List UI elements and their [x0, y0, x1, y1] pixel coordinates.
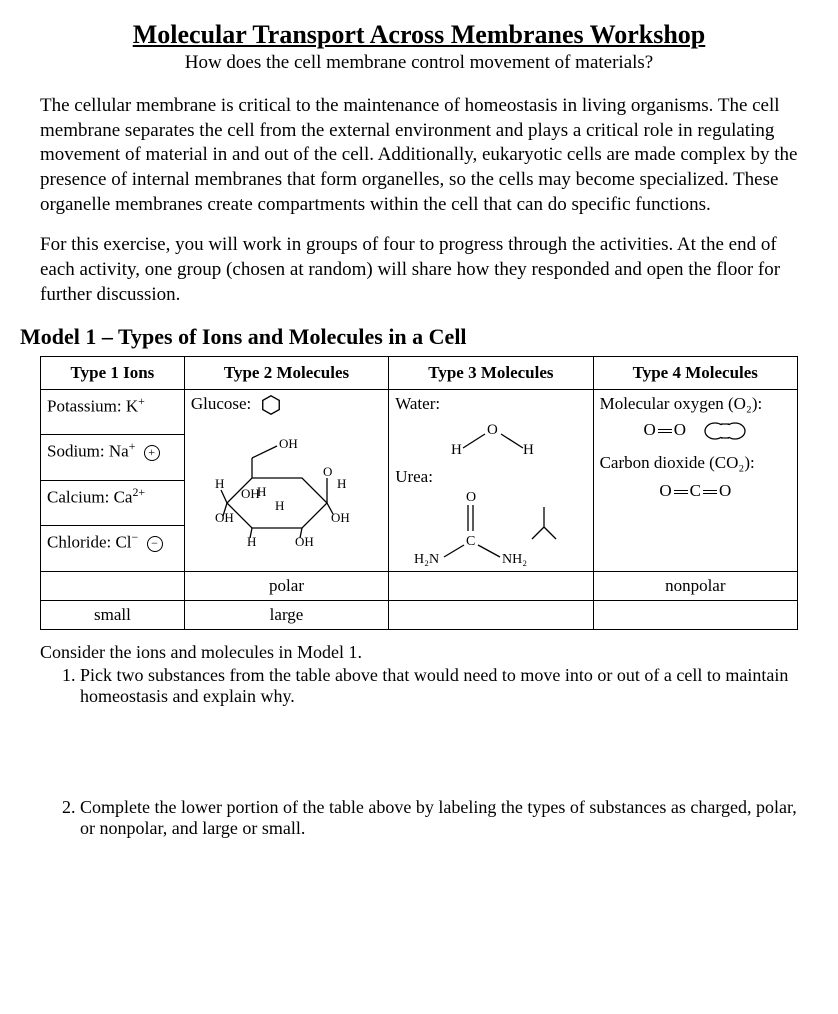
o2-formula: OO: [644, 420, 687, 439]
glucose-label-text: Glucose:: [191, 394, 251, 413]
ion-charge: −: [132, 530, 139, 544]
blank-cell: [593, 600, 797, 629]
svg-text:H: H: [275, 498, 284, 513]
page-title: Molecular Transport Across Membranes Wor…: [40, 20, 798, 50]
plus-circle-icon: +: [144, 445, 160, 461]
ion-charge: 2+: [132, 485, 145, 499]
intro-paragraph-1: The cellular membrane is critical to the…: [40, 94, 798, 217]
label-large: large: [184, 600, 388, 629]
svg-text:OH: OH: [331, 510, 350, 525]
ion-sodium: Sodium: Na+ +: [41, 435, 185, 481]
blank-cell: [41, 571, 185, 600]
ion-calcium: Calcium: Ca2+: [41, 480, 185, 526]
svg-text:OH: OH: [279, 436, 298, 451]
header-type4: Type 4 Molecules: [593, 356, 797, 389]
ion-label: Calcium: Ca: [47, 487, 132, 506]
type2-glucose-cell: Glucose: OH O H: [184, 389, 388, 571]
svg-text:O: O: [466, 490, 476, 505]
table-label-row-1: polar nonpolar: [41, 571, 798, 600]
ion-potassium: Potassium: K+: [41, 389, 185, 435]
model-1-heading: Model 1 – Types of Ions and Molecules in…: [20, 324, 798, 350]
svg-text:H: H: [257, 484, 266, 499]
water-label: Water:: [395, 394, 586, 414]
table-header-row: Type 1 Ions Type 2 Molecules Type 3 Mole…: [41, 356, 798, 389]
svg-text:H: H: [523, 442, 534, 458]
intro-paragraph-2: For this exercise, you will work in grou…: [40, 233, 798, 307]
header-type1: Type 1 Ions: [41, 356, 185, 389]
question-2: Complete the lower portion of the table …: [80, 797, 798, 839]
blank-cell: [389, 571, 593, 600]
svg-text:H: H: [215, 476, 224, 491]
type3-cell: Water: H O H Urea: O C H₂N NH₂: [389, 389, 593, 571]
consider-text: Consider the ions and molecules in Model…: [40, 642, 798, 663]
header-type2: Type 2 Molecules: [184, 356, 388, 389]
svg-text:H: H: [247, 534, 256, 549]
label-nonpolar: nonpolar: [593, 571, 797, 600]
page-subtitle: How does the cell membrane control movem…: [40, 52, 798, 74]
svg-text:OH: OH: [295, 534, 314, 549]
minus-circle-icon: −: [147, 536, 163, 552]
blank-cell: [389, 600, 593, 629]
ion-label: Potassium: K: [47, 396, 138, 415]
ion-label: Sodium: Na: [47, 442, 129, 461]
hexagon-icon: [260, 394, 282, 416]
svg-text:O: O: [323, 464, 332, 479]
o2-label: Molecular oxygen (O₂):: [600, 394, 791, 414]
glucose-structure-icon: OH O H H OH H OH H H O: [197, 418, 377, 558]
question-1: Pick two substances from the table above…: [80, 665, 798, 707]
svg-text:H: H: [451, 442, 462, 458]
svg-text:H₂N: H₂N: [414, 552, 439, 567]
ion-charge: +: [129, 439, 136, 453]
header-type3: Type 3 Molecules: [389, 356, 593, 389]
o2-spacefill-icon: [703, 421, 747, 441]
model-1-table: Type 1 Ions Type 2 Molecules Type 3 Mole…: [40, 356, 798, 630]
water-structure-icon: H O H: [431, 416, 551, 461]
svg-text:NH₂: NH₂: [502, 552, 527, 567]
svg-text:H: H: [337, 476, 346, 491]
ion-charge: +: [138, 394, 145, 408]
type4-cell: Molecular oxygen (O₂): OO Carbon dioxide…: [593, 389, 797, 571]
co2-label: Carbon dioxide (CO₂):: [600, 453, 791, 473]
table-row: Potassium: K+ Glucose: OH: [41, 389, 798, 435]
svg-text:C: C: [466, 534, 475, 549]
glucose-label: Glucose:: [191, 394, 382, 416]
svg-text:O: O: [487, 422, 498, 438]
ion-label: Chloride: Cl: [47, 533, 132, 552]
label-polar: polar: [184, 571, 388, 600]
urea-label: Urea:: [395, 467, 586, 487]
table-label-row-2: small large: [41, 600, 798, 629]
urea-structure-icon: O C H₂N NH₂: [406, 487, 576, 567]
ion-chloride: Chloride: Cl− −: [41, 526, 185, 572]
co2-formula: OCO: [600, 481, 791, 501]
label-small: small: [41, 600, 185, 629]
questions-list: Pick two substances from the table above…: [40, 665, 798, 839]
